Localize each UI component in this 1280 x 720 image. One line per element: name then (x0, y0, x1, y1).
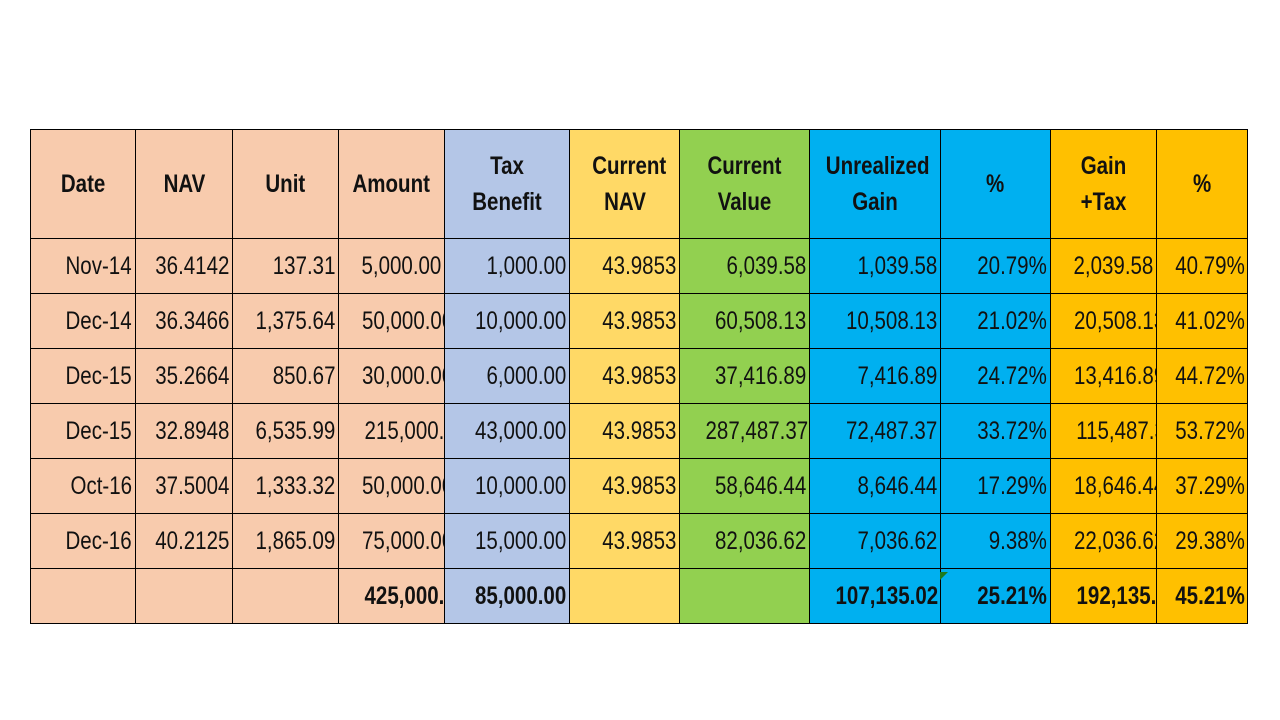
cell-unit: 1,865.09 (232, 513, 339, 569)
cell-gain-tax-pct: 41.02% (1156, 293, 1248, 349)
cell-gain-tax: 18,646.44 (1050, 458, 1157, 514)
cell-gain-pct: 25.21% (940, 568, 1051, 624)
header-tax-benefit: Tax Benefit (444, 129, 570, 239)
cell-gain-pct: 24.72% (940, 348, 1051, 404)
cell-unit: 6,535.99 (232, 403, 339, 459)
cell-unrealized-gain: 107,135.02 (809, 568, 941, 624)
cell-unit: 137.31 (232, 238, 339, 294)
cell-tax-benefit: 43,000.00 (444, 403, 570, 459)
header-current-value: Current Value (679, 129, 810, 239)
table-row: Oct-16 37.5004 1,333.32 50,000.00 10,000.00 4… (30, 458, 1248, 514)
cell-gain-pct: 9.38% (940, 513, 1051, 569)
cell-nav: 36.4142 (135, 238, 233, 294)
cell-date: Oct-16 (30, 458, 136, 514)
header-row: Date NAV Unit Amount Tax Benefit Current… (30, 129, 1248, 239)
cell-gain-tax-pct: 53.72% (1156, 403, 1248, 459)
cell-current-value: 60,508.13 (679, 293, 810, 349)
header-gain-tax: Gain +Tax (1050, 129, 1157, 239)
cell-gain-tax-pct: 45.21% (1156, 568, 1248, 624)
cell-amount: 50,000.00 (338, 458, 445, 514)
cell-tax-benefit: 10,000.00 (444, 458, 570, 514)
cell-unit: 850.67 (232, 348, 339, 404)
cell-nav: 36.3466 (135, 293, 233, 349)
cell-current-value: 58,646.44 (679, 458, 810, 514)
cell-tax-benefit: 85,000.00 (444, 568, 570, 624)
cell-current-value: 287,487.37 (679, 403, 810, 459)
cell-gain-pct: 20.79% (940, 238, 1051, 294)
investment-table: Date NAV Unit Amount Tax Benefit Current… (30, 129, 1248, 624)
cell-unit (232, 568, 339, 624)
comment-indicator-icon (940, 572, 948, 580)
cell-amount: 5,000.00 (338, 238, 445, 294)
header-gain-tax-percent: % (1156, 129, 1248, 239)
cell-date (30, 568, 136, 624)
table-row: Dec-1532.89486,535.99215,000.0043,000.00… (30, 403, 1248, 459)
cell-current-nav: 43.9853 (569, 513, 680, 569)
cell-current-value: 37,416.89 (679, 348, 810, 404)
cell-gain-tax: 13,416.89 (1050, 348, 1157, 404)
cell-current-nav: 43.9853 (569, 403, 680, 459)
header-unrealized-gain: Unrealized Gain (809, 129, 941, 239)
cell-unit: 1,375.64 (232, 293, 339, 349)
cell-gain-pct: 33.72% (940, 403, 1051, 459)
cell-nav: 32.8948 (135, 403, 233, 459)
header-amount: Amount (338, 129, 445, 239)
cell-gain-tax-pct: 44.72% (1156, 348, 1248, 404)
cell-gain-tax: 22,036.62 (1050, 513, 1157, 569)
header-unit: Unit (232, 129, 339, 239)
cell-gain-tax-pct: 40.79% (1156, 238, 1248, 294)
cell-amount: 50,000.00 (338, 293, 445, 349)
cell-gain-pct: 17.29% (940, 458, 1051, 514)
table-row: Dec-16 40.2125 1,865.09 75,000.00 15,000.00 4… (30, 513, 1248, 569)
cell-unrealized-gain: 8,646.44 (809, 458, 941, 514)
cell-tax-benefit: 6,000.00 (444, 348, 570, 404)
cell-gain-tax-pct: 37.29% (1156, 458, 1248, 514)
cell-gain-pct: 21.02% (940, 293, 1051, 349)
cell-tax-benefit: 15,000.00 (444, 513, 570, 569)
table-row: Nov-14 36.4142 137.31 5,000.00 1,000.00 43.98… (30, 238, 1248, 294)
cell-amount: 425,000.00 (338, 568, 445, 624)
cell-unrealized-gain: 72,487.37 (809, 403, 941, 459)
cell-current-value (679, 568, 810, 624)
cell-unrealized-gain: 10,508.13 (809, 293, 941, 349)
cell-unrealized-gain: 1,039.58 (809, 238, 941, 294)
cell-unit: 1,333.32 (232, 458, 339, 514)
totals-row: 425,000.0085,000.00 107,135.0225.21%192,1… (30, 568, 1248, 624)
cell-date: Dec-15 (30, 403, 136, 459)
cell-current-nav: 43.9853 (569, 458, 680, 514)
cell-current-nav: 43.9853 (569, 293, 680, 349)
cell-amount: 75,000.00 (338, 513, 445, 569)
cell-amount: 30,000.00 (338, 348, 445, 404)
cell-gain-tax: 115,487.37 (1050, 403, 1157, 459)
header-date: Date (30, 129, 136, 239)
cell-unrealized-gain: 7,416.89 (809, 348, 941, 404)
cell-nav: 40.2125 (135, 513, 233, 569)
header-nav: NAV (135, 129, 233, 239)
cell-tax-benefit: 10,000.00 (444, 293, 570, 349)
cell-amount: 215,000.00 (338, 403, 445, 459)
table-row: Dec-14 36.3466 1,375.64 50,000.00 10,000.00 4… (30, 293, 1248, 349)
cell-tax-benefit: 1,000.00 (444, 238, 570, 294)
cell-gain-tax: 192,135.02 (1050, 568, 1157, 624)
cell-current-value: 82,036.62 (679, 513, 810, 569)
cell-current-value: 6,039.58 (679, 238, 810, 294)
cell-nav: 37.5004 (135, 458, 233, 514)
cell-unrealized-gain: 7,036.62 (809, 513, 941, 569)
cell-current-nav: 43.9853 (569, 238, 680, 294)
cell-gain-tax-pct: 29.38% (1156, 513, 1248, 569)
cell-date: Nov-14 (30, 238, 136, 294)
cell-gain-tax: 2,039.58 (1050, 238, 1157, 294)
header-gain-percent: % (940, 129, 1051, 239)
cell-date: Dec-16 (30, 513, 136, 569)
cell-nav (135, 568, 233, 624)
cell-gain-tax: 20,508.13 (1050, 293, 1157, 349)
cell-current-nav: 43.9853 (569, 348, 680, 404)
table-row: Dec-15 35.2664 850.67 30,000.00 6,000.00 43.9… (30, 348, 1248, 404)
cell-date: Dec-15 (30, 348, 136, 404)
cell-current-nav (569, 568, 680, 624)
cell-nav: 35.2664 (135, 348, 233, 404)
header-current-nav: Current NAV (569, 129, 680, 239)
cell-date: Dec-14 (30, 293, 136, 349)
